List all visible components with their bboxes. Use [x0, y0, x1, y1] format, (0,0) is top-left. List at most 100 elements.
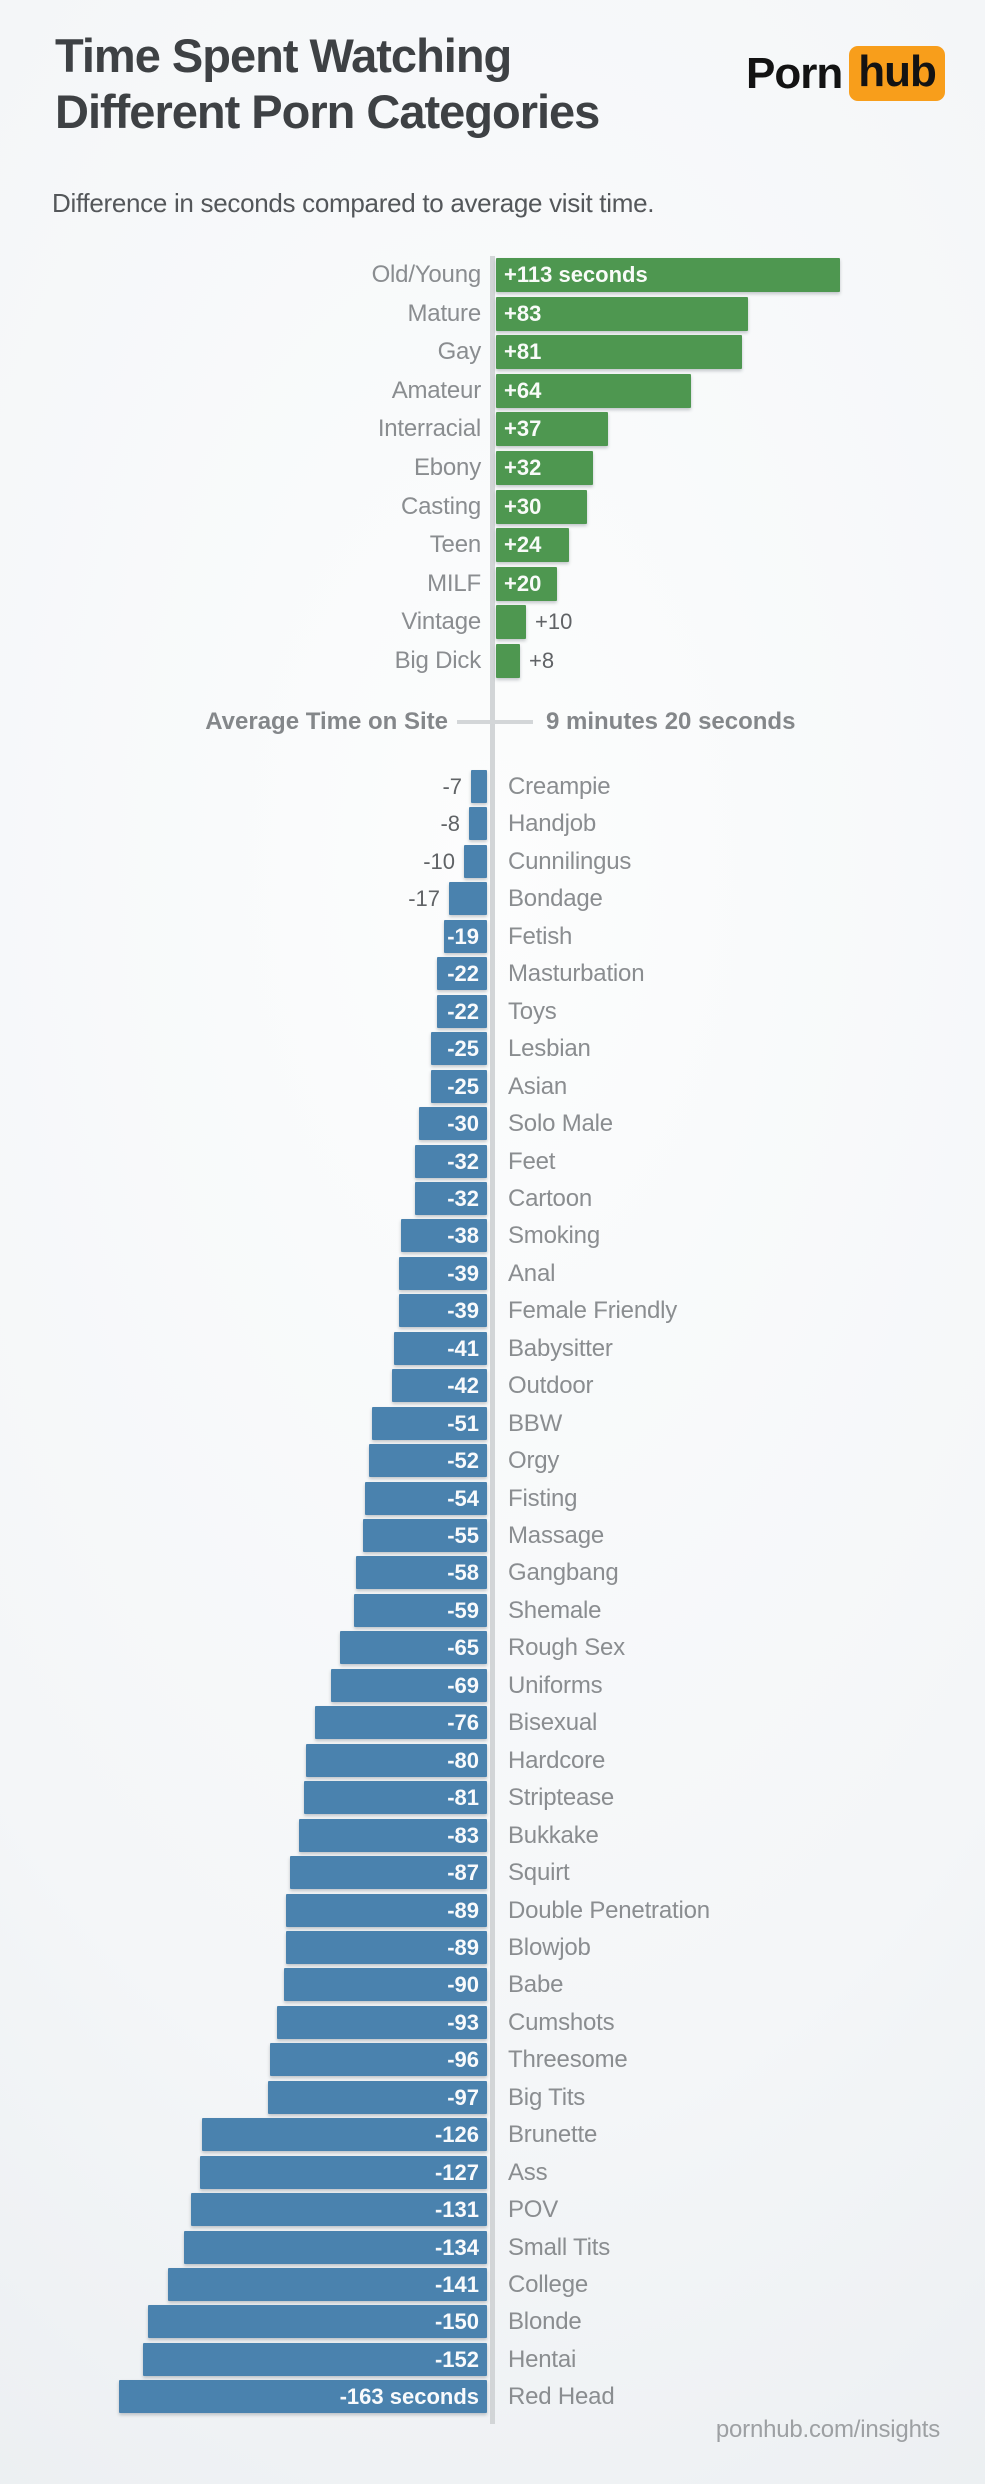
bar-value: +20 — [504, 571, 542, 596]
bar-value: -152 — [434, 2346, 479, 2372]
positive-bar: +20 — [496, 567, 557, 601]
bar-row-negative: -41 Babysitter — [0, 1332, 985, 1365]
bar-row-positive: MILF +20 — [0, 567, 985, 601]
bar-row-negative: -52 Orgy — [0, 1444, 985, 1477]
bar-value: -8 — [440, 810, 460, 836]
category-label: Babysitter — [508, 1334, 613, 1362]
bar-value: -32 — [447, 1148, 479, 1174]
bar-value: +113 seconds — [504, 262, 648, 287]
category-label: Interracial — [377, 415, 481, 442]
bar-row-negative: -76 Bisexual — [0, 1706, 985, 1739]
bar-row-negative: -126 Brunette — [0, 2118, 985, 2151]
bar-row-negative: -150 Blonde — [0, 2305, 985, 2338]
negative-bar: -87 — [290, 1856, 487, 1889]
category-label: Babe — [508, 1970, 564, 1998]
negative-bar: -81 — [304, 1781, 487, 1814]
negative-bar: -32 — [415, 1145, 487, 1178]
bar-row-negative: -141 College — [0, 2268, 985, 2301]
bar-value: -126 — [434, 2121, 479, 2147]
bar-row-negative: -97 Big Tits — [0, 2081, 985, 2114]
bar-value: +64 — [504, 378, 542, 403]
category-label: Toys — [508, 997, 557, 1025]
category-label: Massage — [508, 1521, 604, 1549]
bar-row-negative: -134 Small Tits — [0, 2231, 985, 2264]
negative-bar: -25 — [431, 1070, 487, 1103]
negative-bar: -150 — [148, 2305, 487, 2338]
bar-row-negative: -152 Hentai — [0, 2343, 985, 2376]
bar-value: -97 — [447, 2084, 479, 2110]
category-label: Smoking — [508, 1221, 600, 1249]
category-label: Cunnilingus — [508, 847, 632, 875]
bar-row-negative: -8 Handjob — [0, 807, 985, 840]
negative-bar: -127 — [200, 2156, 487, 2189]
negative-bar: -96 — [270, 2043, 487, 2076]
title-line-1: Time Spent Watching — [55, 29, 512, 82]
bar-row-negative: -127 Ass — [0, 2156, 985, 2189]
bar-value: -127 — [434, 2159, 479, 2185]
positive-bar — [496, 605, 526, 639]
bar-value: -32 — [447, 1185, 479, 1211]
bar-value: +37 — [504, 416, 542, 441]
bar-value: -93 — [447, 2009, 479, 2035]
bar-value: -96 — [447, 2046, 479, 2072]
negative-bar: -141 — [168, 2268, 487, 2301]
category-label: Double Penetration — [508, 1896, 710, 1924]
positive-bar: +30 — [496, 490, 587, 524]
average-value: 9 minutes 20 seconds — [546, 708, 796, 735]
bar-row-positive: Big Dick +8 — [0, 644, 985, 678]
negative-bar: -38 — [401, 1219, 487, 1252]
bar-row-negative: -163 seconds Red Head — [0, 2380, 985, 2413]
category-label: Casting — [401, 493, 481, 520]
bar-row-negative: -80 Hardcore — [0, 1744, 985, 1777]
bar-row-negative: -89 Blowjob — [0, 1931, 985, 1964]
bar-row-negative: -25 Asian — [0, 1070, 985, 1103]
category-label: Big Dick — [394, 647, 482, 674]
bar-row-negative: -58 Gangbang — [0, 1556, 985, 1589]
logo-badge-hub: hub — [849, 46, 945, 101]
positive-bar: +32 — [496, 451, 593, 485]
negative-bar — [464, 845, 487, 878]
category-label: Cumshots — [508, 2008, 615, 2036]
bar-value: -25 — [447, 1035, 479, 1061]
bar-value: -83 — [447, 1822, 479, 1848]
bar-value: -25 — [447, 1073, 479, 1099]
bar-row-negative: -131 POV — [0, 2193, 985, 2226]
pornhub-logo: Porn hub — [746, 46, 945, 101]
bar-row-positive: Ebony +32 — [0, 451, 985, 485]
baseline-axis — [490, 256, 495, 2424]
category-label: Striptease — [508, 1783, 615, 1811]
bar-row-positive: Vintage +10 — [0, 605, 985, 639]
category-label: Solo Male — [508, 1109, 613, 1137]
negative-bar: -152 — [143, 2343, 487, 2376]
category-label: Old/Young — [371, 261, 482, 288]
bar-row-negative: -38 Smoking — [0, 1219, 985, 1252]
bar-value: -55 — [447, 1522, 479, 1548]
bar-value: -30 — [447, 1110, 479, 1136]
bar-value: -69 — [447, 1672, 479, 1698]
bar-value: +24 — [504, 532, 542, 557]
bar-value: +81 — [504, 339, 542, 364]
title-line-2: Different Porn Categories — [55, 85, 600, 138]
negative-bar: -19 — [444, 920, 487, 953]
negative-bar: -163 seconds — [119, 2380, 487, 2413]
bar-value: -58 — [447, 1559, 479, 1585]
category-label: POV — [508, 2195, 559, 2223]
negative-bar: -55 — [363, 1519, 487, 1552]
bar-value: -54 — [447, 1485, 479, 1511]
category-label: Creampie — [508, 772, 611, 800]
category-label: Hardcore — [508, 1746, 606, 1774]
bar-row-negative: -54 Fisting — [0, 1482, 985, 1515]
bar-value: -41 — [447, 1335, 479, 1361]
negative-bar: -58 — [356, 1556, 487, 1589]
bar-row-negative: -39 Female Friendly — [0, 1294, 985, 1327]
bar-value: -134 — [434, 2234, 479, 2260]
bar-row-negative: -25 Lesbian — [0, 1032, 985, 1065]
negative-bar: -131 — [191, 2193, 487, 2226]
category-label: Fisting — [508, 1484, 578, 1512]
negative-bar: -54 — [365, 1482, 487, 1515]
positive-bar: +83 — [496, 297, 748, 331]
bar-row-positive: Interracial +37 — [0, 412, 985, 446]
category-label: Feet — [508, 1147, 556, 1175]
negative-bar: -69 — [331, 1669, 487, 1702]
bar-row-negative: -17 Bondage — [0, 882, 985, 915]
